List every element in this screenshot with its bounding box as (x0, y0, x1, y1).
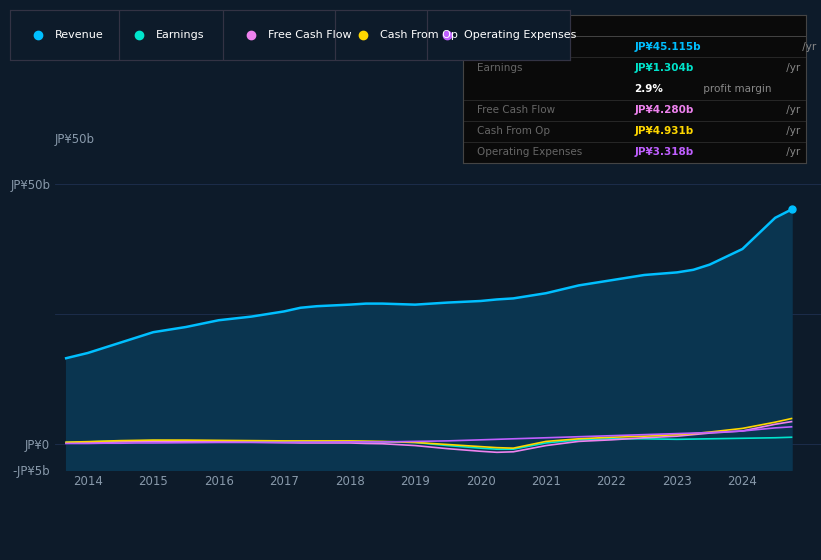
Text: /yr: /yr (782, 127, 800, 136)
Text: JP¥1.304b: JP¥1.304b (635, 63, 694, 73)
Text: Free Cash Flow: Free Cash Flow (477, 105, 555, 115)
Text: JP¥3.318b: JP¥3.318b (635, 147, 694, 157)
Text: Revenue: Revenue (477, 41, 522, 52)
Text: Cash From Op: Cash From Op (379, 30, 457, 40)
Text: Aug 31 2024: Aug 31 2024 (477, 19, 560, 32)
Text: /yr: /yr (782, 147, 800, 157)
Text: JP¥4.931b: JP¥4.931b (635, 127, 694, 136)
Text: JP¥45.115b: JP¥45.115b (635, 41, 701, 52)
Text: Revenue: Revenue (55, 30, 103, 40)
Text: JP¥50b: JP¥50b (55, 133, 95, 146)
Text: JP¥4.280b: JP¥4.280b (635, 105, 694, 115)
Text: 2.9%: 2.9% (635, 84, 663, 94)
Text: Cash From Op: Cash From Op (477, 127, 550, 136)
Text: /yr: /yr (782, 63, 800, 73)
Text: Free Cash Flow: Free Cash Flow (268, 30, 351, 40)
Text: /yr: /yr (782, 105, 800, 115)
Bar (10, 10, 119, 60)
Bar (335, 10, 427, 60)
Text: Earnings: Earnings (156, 30, 204, 40)
Text: Operating Expenses: Operating Expenses (477, 147, 582, 157)
Text: Operating Expenses: Operating Expenses (464, 30, 576, 40)
Text: /yr: /yr (799, 41, 816, 52)
Bar (427, 10, 570, 60)
Bar (222, 10, 335, 60)
Text: Earnings: Earnings (477, 63, 522, 73)
Text: profit margin: profit margin (700, 84, 772, 94)
Bar (119, 10, 222, 60)
